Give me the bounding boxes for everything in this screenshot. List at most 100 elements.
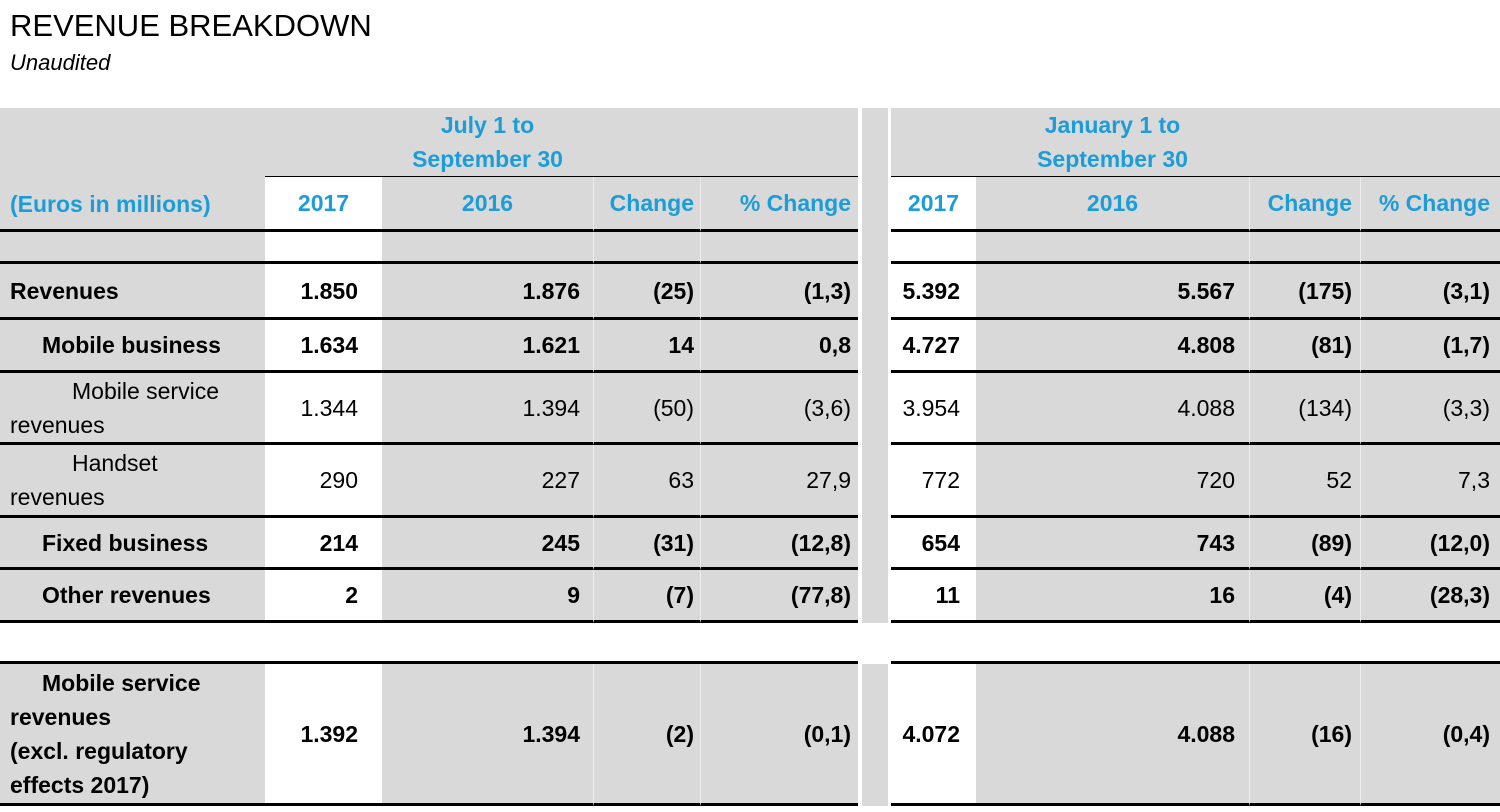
value-change-ytd: (4) xyxy=(1249,570,1360,623)
gutter xyxy=(888,664,891,806)
units-label: (Euros in millions) xyxy=(0,177,265,232)
value-change-ytd: (16) xyxy=(1249,664,1360,806)
value-2016-ytd: 4.088 xyxy=(976,373,1249,445)
column-header-row: (Euros in millions) 2017 2016 Change % C… xyxy=(0,177,1500,232)
empty-spacer-row xyxy=(0,232,1500,264)
col-header-pct-change-q3: % Change xyxy=(700,177,858,232)
value-2017-q3: 2 xyxy=(265,570,382,623)
value-change-ytd: (89) xyxy=(1249,518,1360,570)
gutter xyxy=(858,445,862,518)
value-2017-ytd: 3.954 xyxy=(891,373,976,445)
gutter xyxy=(858,373,862,445)
row-label: Mobile service revenues xyxy=(0,373,265,445)
period-group-q3: July 1 to September 30 xyxy=(382,108,593,179)
value-change-q3: 14 xyxy=(593,320,700,373)
gutter xyxy=(858,664,862,806)
col-header-2016-ytd: 2016 xyxy=(976,177,1249,232)
col-header-pct-change-ytd: % Change xyxy=(1360,177,1500,232)
spacer-column xyxy=(862,108,888,179)
value-2017-q3: 290 xyxy=(265,445,382,518)
gutter xyxy=(858,570,862,623)
value-2017-ytd: 4.072 xyxy=(891,664,976,806)
value-2017-q3: 1.344 xyxy=(265,373,382,445)
col-header-2017-q3: 2017 xyxy=(265,177,382,232)
value-2016-q3: 1.621 xyxy=(382,320,593,373)
row-label: Other revenues xyxy=(0,570,265,623)
value-2016-q3: 1.876 xyxy=(382,264,593,320)
gutter xyxy=(858,177,862,232)
row-label: Mobile business xyxy=(0,320,265,373)
gutter xyxy=(858,232,862,264)
value-change-q3: (50) xyxy=(593,373,700,445)
document-header: REVENUE BREAKDOWN Unaudited xyxy=(10,8,372,76)
value-change-q3: (25) xyxy=(593,264,700,320)
spacer-column xyxy=(862,570,888,623)
value-2016-q3: 9 xyxy=(382,570,593,623)
gutter xyxy=(888,373,891,445)
value-pct-change-q3: 27,9 xyxy=(700,445,858,518)
value-change-q3: (7) xyxy=(593,570,700,623)
value-2016-q3: 245 xyxy=(382,518,593,570)
value-2017-ytd: 654 xyxy=(891,518,976,570)
table-row-handset-revenues: Handset revenues 290 227 63 27,9 772 720… xyxy=(0,445,1500,518)
period-group-ytd: January 1 to September 30 xyxy=(976,108,1249,179)
value-change-ytd: (81) xyxy=(1249,320,1360,373)
spacer-column xyxy=(862,320,888,373)
col-header-2017-ytd: 2017 xyxy=(891,177,976,232)
spacer-column xyxy=(862,445,888,518)
value-pct-change-q3: (3,6) xyxy=(700,373,858,445)
gutter xyxy=(888,518,891,570)
table-row-mobile-business: Mobile business 1.634 1.621 14 0,8 4.727… xyxy=(0,320,1500,373)
revenue-breakdown-table: July 1 to September 30 January 1 to Sept… xyxy=(0,108,1500,806)
table-row-mobile-service-excl-regulatory: Mobile service revenues (excl. regulator… xyxy=(0,664,1500,806)
corner-cell xyxy=(0,108,265,179)
gutter xyxy=(888,320,891,373)
gutter xyxy=(858,320,862,373)
value-change-ytd: (175) xyxy=(1249,264,1360,320)
value-change-q3: (2) xyxy=(593,664,700,806)
value-change-q3: (31) xyxy=(593,518,700,570)
col-header-change-q3: Change xyxy=(593,177,700,232)
value-2017-ytd: 772 xyxy=(891,445,976,518)
table-row-revenues: Revenues 1.850 1.876 (25) (1,3) 5.392 5.… xyxy=(0,264,1500,320)
table-row-mobile-service-revenues: Mobile service revenues 1.344 1.394 (50)… xyxy=(0,373,1500,445)
value-2016-q3: 1.394 xyxy=(382,664,593,806)
value-2016-ytd: 5.567 xyxy=(976,264,1249,320)
page-title: REVENUE BREAKDOWN xyxy=(10,8,372,43)
col-header-change-ytd: Change xyxy=(1249,177,1360,232)
value-2016-ytd: 4.088 xyxy=(976,664,1249,806)
gutter xyxy=(888,445,891,518)
value-2016-q3: 1.394 xyxy=(382,373,593,445)
gutter xyxy=(858,108,862,179)
spacer-column xyxy=(862,664,888,806)
period-group-header-row: July 1 to September 30 January 1 to Sept… xyxy=(0,108,1500,179)
gutter xyxy=(888,570,891,623)
table-row-fixed-business: Fixed business 214 245 (31) (12,8) 654 7… xyxy=(0,518,1500,570)
row-label: Fixed business xyxy=(0,518,265,570)
gutter xyxy=(888,108,891,179)
spacer-column xyxy=(862,373,888,445)
gutter xyxy=(888,232,891,264)
value-2016-ytd: 16 xyxy=(976,570,1249,623)
col-header-2016-q3: 2016 xyxy=(382,177,593,232)
value-pct-change-ytd: (12,0) xyxy=(1360,518,1500,570)
value-2017-q3: 1.634 xyxy=(265,320,382,373)
value-pct-change-q3: (77,8) xyxy=(700,570,858,623)
page-subtitle: Unaudited xyxy=(10,50,111,75)
row-label: Handset revenues xyxy=(0,445,265,518)
value-pct-change-q3: (0,1) xyxy=(700,664,858,806)
value-pct-change-ytd: (28,3) xyxy=(1360,570,1500,623)
spacer-column xyxy=(862,518,888,570)
value-pct-change-ytd: (1,7) xyxy=(1360,320,1500,373)
spacer-column xyxy=(862,177,888,232)
value-2017-ytd: 5.392 xyxy=(891,264,976,320)
spacer-column xyxy=(862,232,888,264)
value-pct-change-q3: (1,3) xyxy=(700,264,858,320)
value-2017-ytd: 11 xyxy=(891,570,976,623)
gutter xyxy=(888,177,891,232)
value-pct-change-ytd: (3,1) xyxy=(1360,264,1500,320)
spacer-column xyxy=(862,264,888,320)
value-2017-ytd: 4.727 xyxy=(891,320,976,373)
value-2016-q3: 227 xyxy=(382,445,593,518)
value-2017-q3: 214 xyxy=(265,518,382,570)
